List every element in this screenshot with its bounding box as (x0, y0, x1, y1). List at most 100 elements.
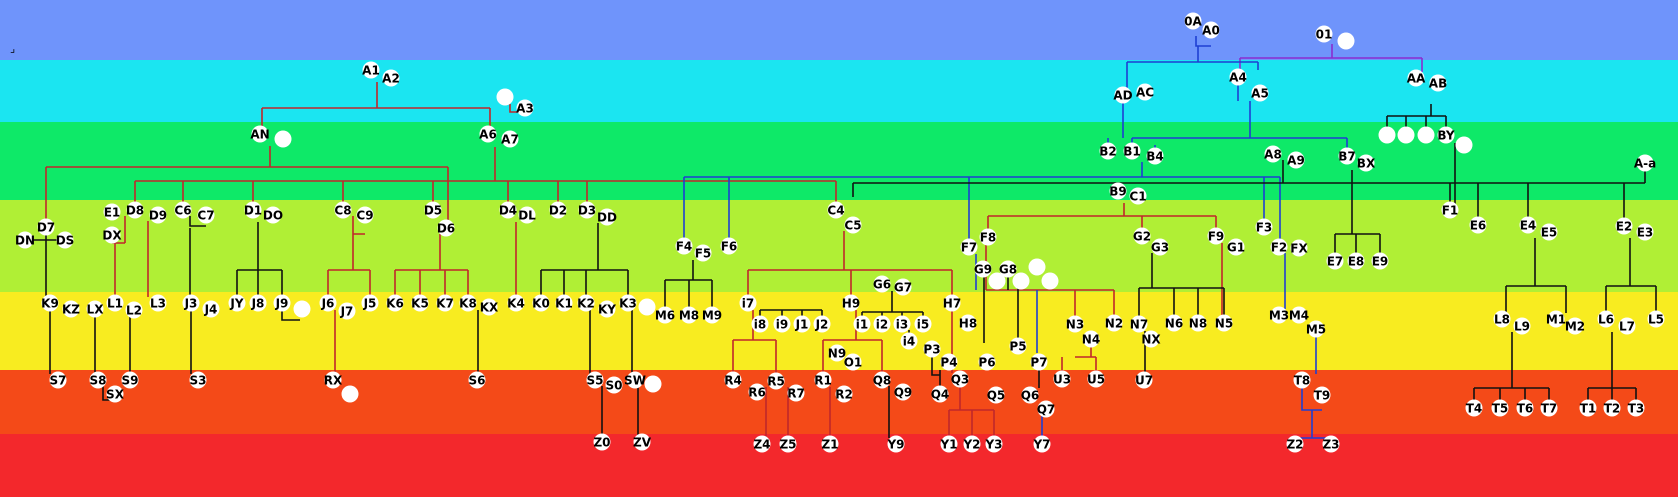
node-d1: D1 (244, 201, 262, 219)
node-label: L5 (1648, 313, 1664, 327)
node-n4: N4 (1082, 330, 1100, 348)
node-t8: T8 (1293, 371, 1311, 389)
empty-node (293, 300, 311, 318)
node-circle (361, 294, 379, 312)
node-g9: G9 (974, 260, 992, 278)
node-circle (507, 294, 525, 312)
node-circle (1189, 314, 1207, 332)
node-label: J4 (204, 303, 218, 317)
node-e8: E8 (1347, 252, 1365, 270)
node-label: E6 (1470, 219, 1487, 233)
node-label: C6 (174, 204, 191, 218)
node-m2: M2 (1565, 317, 1585, 335)
node-circle (751, 315, 769, 333)
node-d3: D3 (578, 201, 596, 219)
node-label: C7 (197, 209, 214, 223)
node-label: D7 (37, 221, 55, 235)
node-label: P7 (1030, 356, 1047, 370)
node-circle (1513, 317, 1531, 335)
node-circle (739, 294, 757, 312)
node-sw: SW (624, 371, 646, 389)
node-label: i9 (776, 318, 788, 332)
node-dx: DX (102, 226, 122, 244)
node-e9: E9 (1371, 252, 1389, 270)
node-label: i1 (856, 318, 868, 332)
connector-line (1239, 44, 1423, 72)
node-label: D1 (244, 204, 262, 218)
node-do: DO (263, 206, 283, 224)
node-label: BY (1437, 129, 1454, 143)
node-label: DO (263, 209, 283, 223)
node-m8: M8 (679, 306, 699, 324)
node-i7: i7 (739, 294, 757, 312)
node-circle (479, 125, 497, 143)
node-m3: M3 (1269, 306, 1289, 324)
node-label: R1 (814, 374, 832, 388)
node-b1: B1 (1123, 142, 1141, 160)
node-label: A-a (1634, 157, 1656, 171)
node-a6: A6 (479, 125, 497, 143)
node-circle (251, 125, 269, 143)
node-circle (1566, 317, 1584, 335)
node-01: 01 (1315, 25, 1333, 43)
node-l3: L3 (149, 294, 167, 312)
node-s9: S9 (121, 371, 139, 389)
node-d6: D6 (437, 219, 455, 237)
node-label: A5 (1251, 87, 1269, 101)
node-a2: A2 (382, 69, 400, 87)
node-circle (1227, 238, 1245, 256)
empty-node (1012, 272, 1030, 290)
node-circle (703, 306, 721, 324)
node-a0: A0 (1202, 21, 1220, 39)
node-by: BY (1437, 126, 1455, 144)
generation-band-7 (0, 434, 1678, 497)
node-k1: K1 (555, 294, 573, 312)
node-dd: DD (597, 208, 617, 226)
node-circle (1021, 386, 1039, 404)
node-label: G3 (1151, 241, 1169, 255)
node-circle (424, 201, 442, 219)
node-d4: D4 (499, 201, 517, 219)
node-r6: R6 (748, 383, 766, 401)
node-label: FX (1290, 242, 1308, 256)
node-s6: S6 (468, 371, 486, 389)
node-label: C1 (1129, 190, 1146, 204)
node-label: T7 (1541, 402, 1558, 416)
node-circle (356, 206, 374, 224)
node-circle (89, 371, 107, 389)
node-circle (787, 384, 805, 402)
node-circle (598, 300, 616, 318)
node-r4: R4 (724, 371, 742, 389)
node-l7: L7 (1618, 317, 1636, 335)
node-circle (126, 201, 144, 219)
node-circle (1255, 218, 1273, 236)
node-s3: S3 (189, 371, 207, 389)
node-circle (593, 433, 611, 451)
node-circle (1618, 317, 1636, 335)
node-circle (767, 372, 785, 390)
node-circle (324, 371, 342, 389)
node-circle (978, 353, 996, 371)
node-circle (125, 301, 143, 319)
node-label: A7 (501, 133, 519, 147)
node-label: S0 (606, 379, 623, 393)
node-circle (753, 435, 771, 453)
node-label: M8 (679, 309, 699, 323)
node-label: N4 (1082, 333, 1100, 347)
node-circle (873, 275, 891, 293)
node-m6: M6 (655, 306, 675, 324)
node-circle (228, 294, 246, 312)
node-label: T3 (1628, 402, 1645, 416)
node-circle (638, 298, 656, 316)
empty-node (1417, 126, 1435, 144)
node-circle (680, 306, 698, 324)
node-label: L9 (1514, 320, 1530, 334)
node-u5: U5 (1087, 370, 1105, 388)
node-circle (844, 353, 862, 371)
node-label: F9 (1208, 230, 1225, 244)
node-y3: Y3 (984, 435, 1003, 453)
node-z4: Z4 (753, 435, 771, 453)
node-circle (1636, 223, 1654, 241)
node-circle (959, 314, 977, 332)
node-label: i4 (903, 335, 915, 349)
